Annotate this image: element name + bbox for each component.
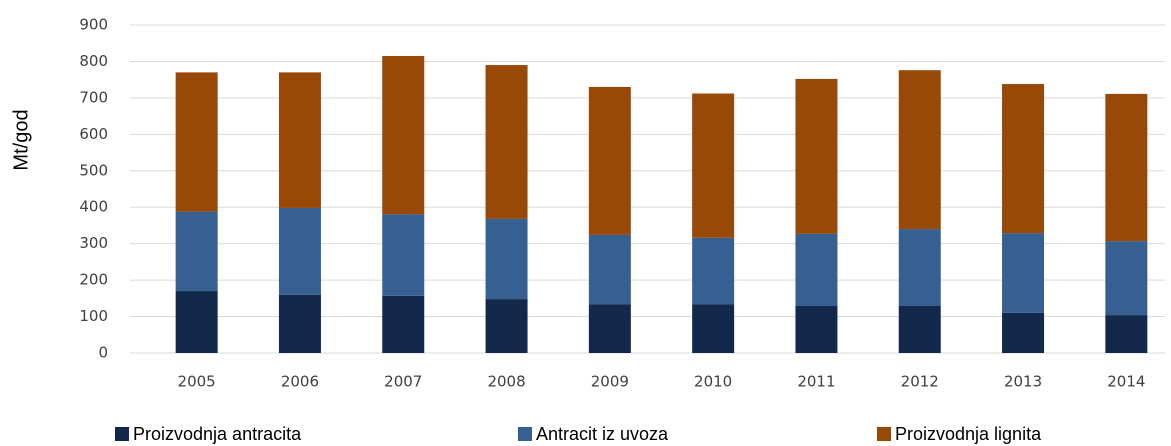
y-tick-label: 900 (79, 16, 108, 34)
bar-segment (1002, 84, 1045, 234)
bar-segment (588, 304, 631, 353)
bar-segment (692, 93, 735, 238)
x-tick-label: 2008 (487, 373, 525, 391)
x-tick-label: 2011 (797, 373, 835, 391)
legend-swatch (877, 427, 891, 441)
bar-segment (588, 86, 631, 235)
bar-segment (692, 237, 735, 305)
bar-segment (382, 295, 425, 353)
bar-segment (278, 294, 321, 353)
bar-segment (278, 207, 321, 295)
x-tick-label: 2007 (384, 373, 422, 391)
y-tick-label: 700 (79, 88, 108, 106)
y-axis-label: Mt/god (10, 109, 32, 170)
bar-segment (1105, 93, 1148, 242)
bar-segment (795, 305, 838, 353)
y-tick-label: 400 (79, 198, 108, 216)
bar-segment (485, 299, 528, 353)
bar-segment (382, 214, 425, 296)
bar-segment (175, 291, 218, 353)
legend-label: Proizvodnja antracita (133, 424, 302, 444)
bar-segment (485, 65, 528, 219)
x-tick-label: 2005 (178, 373, 216, 391)
y-tick-label: 600 (79, 125, 108, 143)
y-tick-label: 200 (79, 271, 108, 289)
bar-segment (692, 304, 735, 353)
x-tick-label: 2014 (1107, 373, 1145, 391)
bar-segment (898, 229, 941, 306)
bar-segment (898, 70, 941, 230)
x-tick-label: 2010 (694, 373, 732, 391)
legend-label: Antracit iz uvoza (536, 424, 669, 444)
x-tick-label: 2013 (1004, 373, 1042, 391)
bar-segment (175, 72, 218, 212)
bar-segment (382, 55, 425, 215)
bar-segment (1105, 315, 1148, 353)
bar-segment (588, 234, 631, 305)
y-tick-label: 100 (79, 307, 108, 325)
legend-swatch (115, 427, 129, 441)
bar-segment (1002, 233, 1045, 313)
y-tick-label: 800 (79, 52, 108, 70)
bar-segment (1105, 241, 1148, 316)
bar-segment (175, 211, 218, 292)
legend-swatch (518, 427, 532, 441)
bar-segment (485, 218, 528, 300)
bar-segment (278, 72, 321, 208)
bar-segment (898, 305, 941, 353)
y-tick-label: 500 (79, 161, 108, 179)
x-tick-label: 2006 (281, 373, 319, 391)
legend-label: Proizvodnja lignita (895, 424, 1042, 444)
x-tick-label: 2009 (591, 373, 629, 391)
x-tick-label: 2012 (901, 373, 939, 391)
y-tick-label: 0 (98, 344, 108, 362)
bar-segment (795, 78, 838, 234)
bar-segment (1002, 312, 1045, 353)
bar-segment (795, 233, 838, 306)
y-tick-label: 300 (79, 234, 108, 252)
